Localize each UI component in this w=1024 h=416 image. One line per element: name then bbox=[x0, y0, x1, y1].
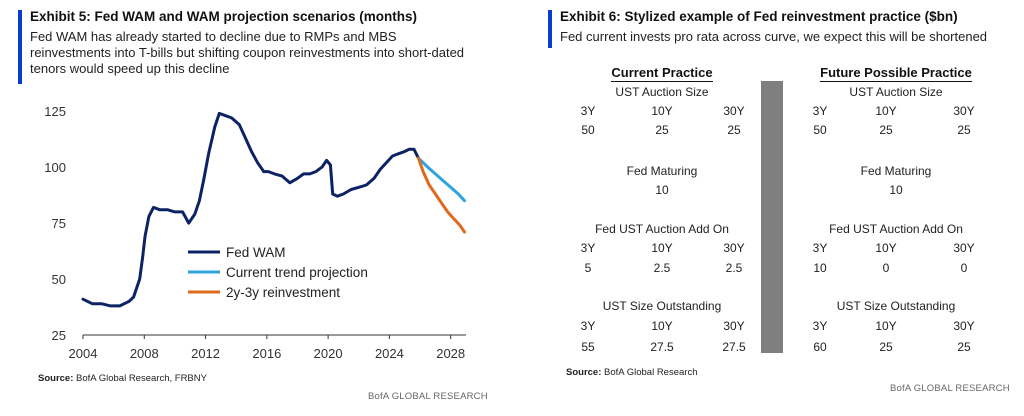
current-add-on-label: Fed UST Auction Add On bbox=[595, 222, 729, 236]
current-outstanding-value-30y: 27.5 bbox=[722, 340, 746, 354]
x-tick-label: 2024 bbox=[375, 346, 404, 361]
legend-label-1: Current trend projection bbox=[226, 265, 368, 280]
exhibit6-panel: Exhibit 6: Stylized example of Fed reinv… bbox=[548, 0, 1018, 416]
future-outstanding-value-3y: 60 bbox=[813, 340, 827, 354]
current-add-on-tenor-10y: 10Y bbox=[651, 241, 673, 255]
exhibit6-title: Exhibit 6: Stylized example of Fed reinv… bbox=[560, 9, 958, 24]
future-add-on-tenor-30y: 30Y bbox=[953, 241, 975, 255]
current-add-on-value-30y: 2.5 bbox=[725, 261, 743, 275]
future-auction-size-label: UST Auction Size bbox=[849, 85, 943, 99]
current-outstanding-tenor-3y: 3Y bbox=[580, 319, 596, 333]
wam-line-chart: 25 50 75 100 125 2004 2008 2012 2016 2020 2024 2028… bbox=[44, 104, 466, 361]
current-outstanding-tenor-30y: 30Y bbox=[723, 319, 745, 333]
exhibit5-source-text: BofA Global Research, FRBNY bbox=[73, 373, 207, 384]
y-tick-label: 50 bbox=[52, 272, 66, 287]
legend-label-2: 2y-3y reinvestment bbox=[226, 285, 340, 300]
current-auction-value-30y: 25 bbox=[727, 123, 741, 137]
future-auction-value-3y: 50 bbox=[813, 123, 827, 137]
current-fed-maturing-label: Fed Maturing bbox=[626, 164, 698, 178]
current-outstanding-value-3y: 55 bbox=[581, 340, 595, 354]
current-add-on-tenor-30y: 30Y bbox=[723, 241, 745, 255]
future-add-on-tenor-10y: 10Y bbox=[875, 241, 897, 255]
future-auction-tenor-3y: 3Y bbox=[812, 104, 828, 118]
y-tick-label: 25 bbox=[52, 328, 66, 343]
x-tick-label: 2020 bbox=[314, 346, 343, 361]
exhibit5-source-label: Source: bbox=[38, 373, 74, 384]
exhibit5-brand: BofA GLOBAL RESEARCH bbox=[368, 391, 488, 402]
current-auction-tenor-10y: 10Y bbox=[651, 104, 673, 118]
x-tick-label: 2012 bbox=[191, 346, 220, 361]
exhibit6-source: Source: BofA Global Research bbox=[566, 367, 697, 378]
future-outstanding-value-10y: 25 bbox=[879, 340, 893, 354]
current-auction-value-10y: 25 bbox=[655, 123, 669, 137]
exhibit5-title: Exhibit 5: Fed WAM and WAM projection sc… bbox=[30, 9, 418, 24]
current-add-on-value-10y: 2.5 bbox=[653, 261, 671, 275]
y-tick-label: 125 bbox=[44, 104, 66, 119]
current-auction-tenor-3y: 3Y bbox=[580, 104, 596, 118]
future-auction-tenor-10y: 10Y bbox=[875, 104, 897, 118]
x-tick-label: 2016 bbox=[252, 346, 281, 361]
exhibit6-source-label: Source: bbox=[566, 367, 602, 378]
future-add-on-value-30y: 0 bbox=[960, 261, 968, 275]
series-line-1 bbox=[417, 156, 466, 203]
future-auction-value-30y: 25 bbox=[957, 123, 971, 137]
future-add-on-tenor-3y: 3Y bbox=[812, 241, 828, 255]
current-auction-tenor-30y: 30Y bbox=[723, 104, 745, 118]
series-line-2 bbox=[417, 156, 466, 234]
x-tick-label: 2028 bbox=[436, 346, 465, 361]
current-outstanding-label: UST Size Outstanding bbox=[602, 299, 722, 313]
exhibit5-accent-bar bbox=[18, 10, 22, 84]
future-add-on-label: Fed UST Auction Add On bbox=[829, 222, 963, 236]
current-outstanding-value-10y: 27.5 bbox=[650, 340, 674, 354]
future-outstanding-tenor-30y: 30Y bbox=[953, 319, 975, 333]
exhibit5-subtitle: Fed WAM has already started to decline d… bbox=[30, 29, 465, 76]
exhibit6-brand: BofA GLOBAL RESEARCH bbox=[890, 383, 1010, 394]
future-fed-maturing-value: 10 bbox=[889, 183, 903, 197]
future-add-on-value-10y: 0 bbox=[882, 261, 890, 275]
future-outstanding-label: UST Size Outstanding bbox=[836, 299, 956, 313]
x-tick-label: 2008 bbox=[130, 346, 159, 361]
future-practice-heading-text: Future Possible Practice bbox=[820, 65, 972, 82]
legend-label-0: Fed WAM bbox=[226, 245, 286, 260]
exhibit5-source: Source: BofA Global Research, FRBNY bbox=[38, 373, 207, 384]
current-practice-heading: Current Practice bbox=[572, 65, 752, 82]
exhibit6-subtitle: Fed current invests pro rata across curv… bbox=[560, 29, 988, 44]
current-add-on-tenor-3y: 3Y bbox=[580, 241, 596, 255]
practice-divider-bar bbox=[761, 81, 783, 353]
future-add-on-value-3y: 10 bbox=[813, 261, 827, 275]
current-auction-size-label: UST Auction Size bbox=[615, 85, 709, 99]
x-tick-label: 2004 bbox=[69, 346, 98, 361]
current-fed-maturing-value: 10 bbox=[655, 183, 669, 197]
future-outstanding-tenor-3y: 3Y bbox=[812, 319, 828, 333]
current-outstanding-tenor-10y: 10Y bbox=[651, 319, 673, 333]
current-add-on-value-3y: 5 bbox=[584, 261, 592, 275]
exhibit6-source-text: BofA Global Research bbox=[601, 367, 698, 378]
future-practice-heading: Future Possible Practice bbox=[806, 65, 986, 82]
exhibit6-accent-bar bbox=[548, 10, 552, 48]
future-outstanding-value-30y: 25 bbox=[957, 340, 971, 354]
exhibit5-panel: Exhibit 5: Fed WAM and WAM projection sc… bbox=[18, 0, 498, 416]
y-tick-label: 75 bbox=[52, 216, 66, 231]
current-practice-heading-text: Current Practice bbox=[611, 65, 713, 82]
future-auction-value-10y: 25 bbox=[879, 123, 893, 137]
future-auction-tenor-30y: 30Y bbox=[953, 104, 975, 118]
series-line-0 bbox=[81, 111, 420, 308]
future-fed-maturing-label: Fed Maturing bbox=[860, 164, 932, 178]
current-auction-value-3y: 50 bbox=[581, 123, 595, 137]
future-outstanding-tenor-10y: 10Y bbox=[875, 319, 897, 333]
y-tick-label: 100 bbox=[44, 160, 66, 175]
